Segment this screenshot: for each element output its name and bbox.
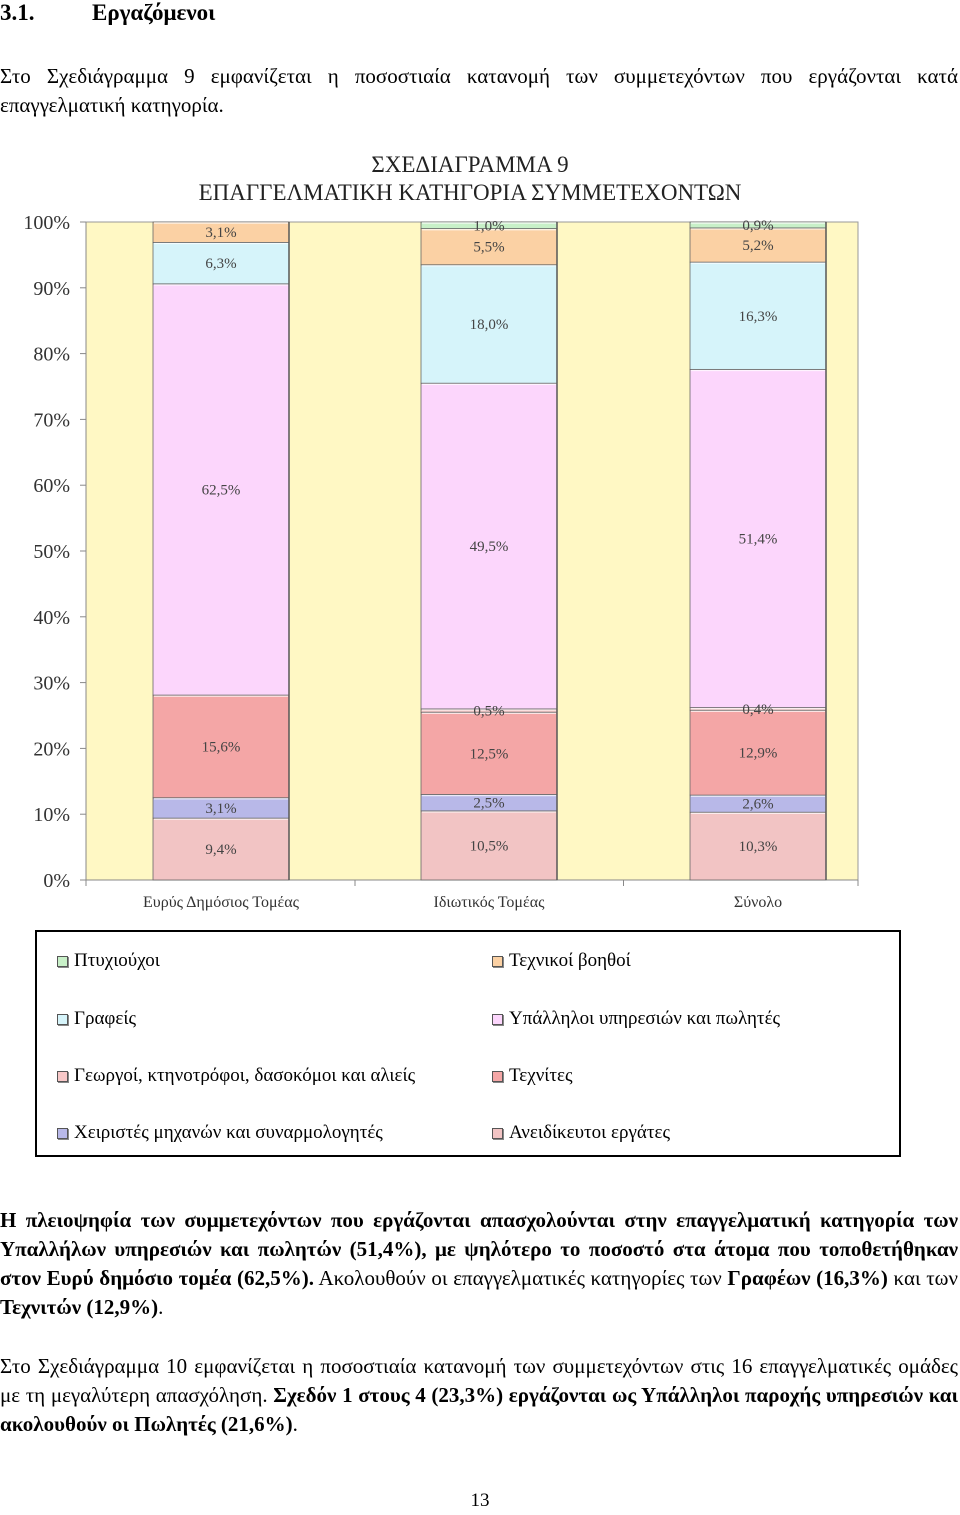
legend-label: Ανειδίκευτοι εργάτες <box>509 1122 670 1143</box>
summary-bold-3: Τεχνιτών (12,9%) <box>0 1295 159 1319</box>
data-label: 9,4% <box>205 842 236 858</box>
summary-bold-2: Γραφέων (16,3%) <box>727 1266 888 1290</box>
bar-segment <box>152 694 290 799</box>
legend-label: Πτυχιούχοι <box>74 950 160 971</box>
page-number: 13 <box>470 1490 490 1511</box>
legend-swatch <box>492 955 503 967</box>
bar-segment <box>689 368 827 709</box>
data-label: 1,0% <box>473 218 504 234</box>
bar-segment <box>152 241 290 285</box>
summary-normal-2: και των <box>887 1266 958 1290</box>
y-tick-label: 90% <box>33 278 70 300</box>
data-label: 3,1% <box>205 225 236 241</box>
legend-swatch <box>492 1013 503 1025</box>
legend-label: Υπάλληλοι υπηρεσιών και πωλητές <box>509 1008 781 1029</box>
bar-segment <box>152 283 290 696</box>
intro-paragraph: Στο Σχεδιάγραμμα 9 εμφανίζεται η ποσοστι… <box>0 64 958 117</box>
summary-paragraph: Η πλειοψηφία των συμμετεχόντων που εργάζ… <box>0 1206 958 1322</box>
y-tick-label: 70% <box>33 409 70 431</box>
y-tick-label: 10% <box>33 804 70 826</box>
data-label: 16,3% <box>739 309 778 325</box>
bar-segment <box>420 382 558 710</box>
data-label: 51,4% <box>739 531 778 547</box>
data-label: 2,5% <box>473 796 504 812</box>
legend-label: Τεχνικοί βοηθοί <box>509 950 631 971</box>
summary-normal-3: . <box>158 1295 164 1319</box>
legend-label: Χειριστές μηχανών και συναρμολογητές <box>74 1122 383 1143</box>
legend-item: Γεωργοί, κτηνοτρόφοι, δασοκόμοι και αλιε… <box>57 1065 415 1087</box>
data-label: 5,5% <box>473 240 504 256</box>
data-label: 18,0% <box>470 317 509 333</box>
legend-swatch <box>57 955 68 967</box>
bar-segment <box>152 817 290 881</box>
legend-item: Τεχνίτες <box>492 1065 573 1087</box>
legend-swatch <box>57 1013 68 1025</box>
data-label: 0,5% <box>473 704 504 720</box>
data-label: 10,5% <box>470 838 509 854</box>
x-tick-label: Ευρύς Δημόσιος Τομέας <box>143 894 300 911</box>
summary-normal-1: Ακολουθούν οι επαγγελματικές κατηγορίες … <box>314 1266 728 1290</box>
bar-segment <box>689 709 827 796</box>
data-label: 2,6% <box>742 797 773 813</box>
y-tick-label: 40% <box>33 607 70 629</box>
section-title: Εργαζόμενοι <box>92 0 216 25</box>
data-label: 3,1% <box>205 801 236 817</box>
data-label: 10,3% <box>739 839 778 855</box>
bar-segment <box>420 228 558 266</box>
y-tick-label: 80% <box>33 344 70 366</box>
y-tick-label: 50% <box>33 541 70 563</box>
chart-legend: Πτυχιούχοι Τεχνικοί βοηθοί Γραφείς Υπάλληλο… <box>35 930 901 1157</box>
legend-swatch <box>492 1127 503 1139</box>
legend-label: Γραφείς <box>74 1008 137 1029</box>
summary-bold: Η πλειοψηφία των συμμετεχόντων που εργάζ… <box>0 1208 958 1290</box>
data-label: 0,9% <box>742 218 773 234</box>
y-tick-label: 30% <box>33 673 70 695</box>
bar-segment <box>420 264 558 384</box>
y-tick-label: 20% <box>33 738 70 760</box>
next-bold: Σχεδόν 1 στους 4 (23,3%) εργάζονται ως Υ… <box>0 1383 958 1436</box>
legend-swatch <box>492 1070 503 1082</box>
legend-item: Ανειδίκευτοι εργάτες <box>492 1122 670 1144</box>
legend-item: Πτυχιούχοι <box>57 950 160 972</box>
legend-swatch <box>57 1127 68 1139</box>
legend-item: Χειριστές μηχανών και συναρμολογητές <box>57 1122 383 1144</box>
section-heading: 3.1. Εργαζόμενοι <box>0 0 215 26</box>
stacked-bar-chart: ΣΧΕΔΙΑΓΡΑΜΜΑ 9 ΕΠΑΓΓΕΛΜΑΤΙΚΗ ΚΑΤΗΓΟΡΙΑ ΣΥ… <box>23 152 859 911</box>
data-label: 12,5% <box>470 746 509 762</box>
bar-segment <box>689 261 827 370</box>
bar-segment <box>420 711 558 795</box>
legend-label: Γεωργοί, κτηνοτρόφοι, δασοκόμοι και αλιε… <box>74 1065 416 1086</box>
chart-title: ΣΧΕΔΙΑΓΡΑΜΜΑ 9 <box>371 152 568 177</box>
data-label: 0,4% <box>742 702 773 718</box>
data-label: 5,2% <box>742 238 773 254</box>
bar-segment <box>689 811 827 881</box>
chart-subtitle: ΕΠΑΓΓΕΛΜΑΤΙΚΗ ΚΑΤΗΓΟΡΙΑ ΣΥΜΜΕΤΕΧΟΝΤΩΝ <box>199 180 742 205</box>
legend-item: Υπάλληλοι υπηρεσιών και πωλητές <box>492 1008 780 1030</box>
x-tick-label: Ιδιωτικός Τομέας <box>434 894 546 911</box>
y-tick-label: 100% <box>23 212 70 234</box>
data-label: 15,6% <box>202 739 241 755</box>
legend-item: Τεχνικοί βοηθοί <box>492 950 631 972</box>
next-paragraph: Στο Σχεδιάγραμμα 10 εμφανίζεται η ποσοστ… <box>0 1352 958 1439</box>
legend-label: Τεχνίτες <box>509 1065 573 1086</box>
next-end: . <box>292 1412 298 1436</box>
legend-item: Γραφείς <box>57 1008 136 1030</box>
data-label: 12,9% <box>739 746 778 762</box>
data-label: 62,5% <box>202 482 241 498</box>
legend-swatch <box>57 1070 68 1082</box>
x-tick-label: Σύνολο <box>734 894 782 911</box>
y-tick-label: 0% <box>43 870 70 892</box>
y-tick-label: 60% <box>33 475 70 497</box>
section-number: 3.1. <box>0 0 35 25</box>
data-label: 49,5% <box>470 539 509 555</box>
next-normal: Στο Σχεδιάγραμμα 10 εμφανίζεται η ποσοστ… <box>0 1354 958 1407</box>
data-label: 6,3% <box>205 256 236 272</box>
